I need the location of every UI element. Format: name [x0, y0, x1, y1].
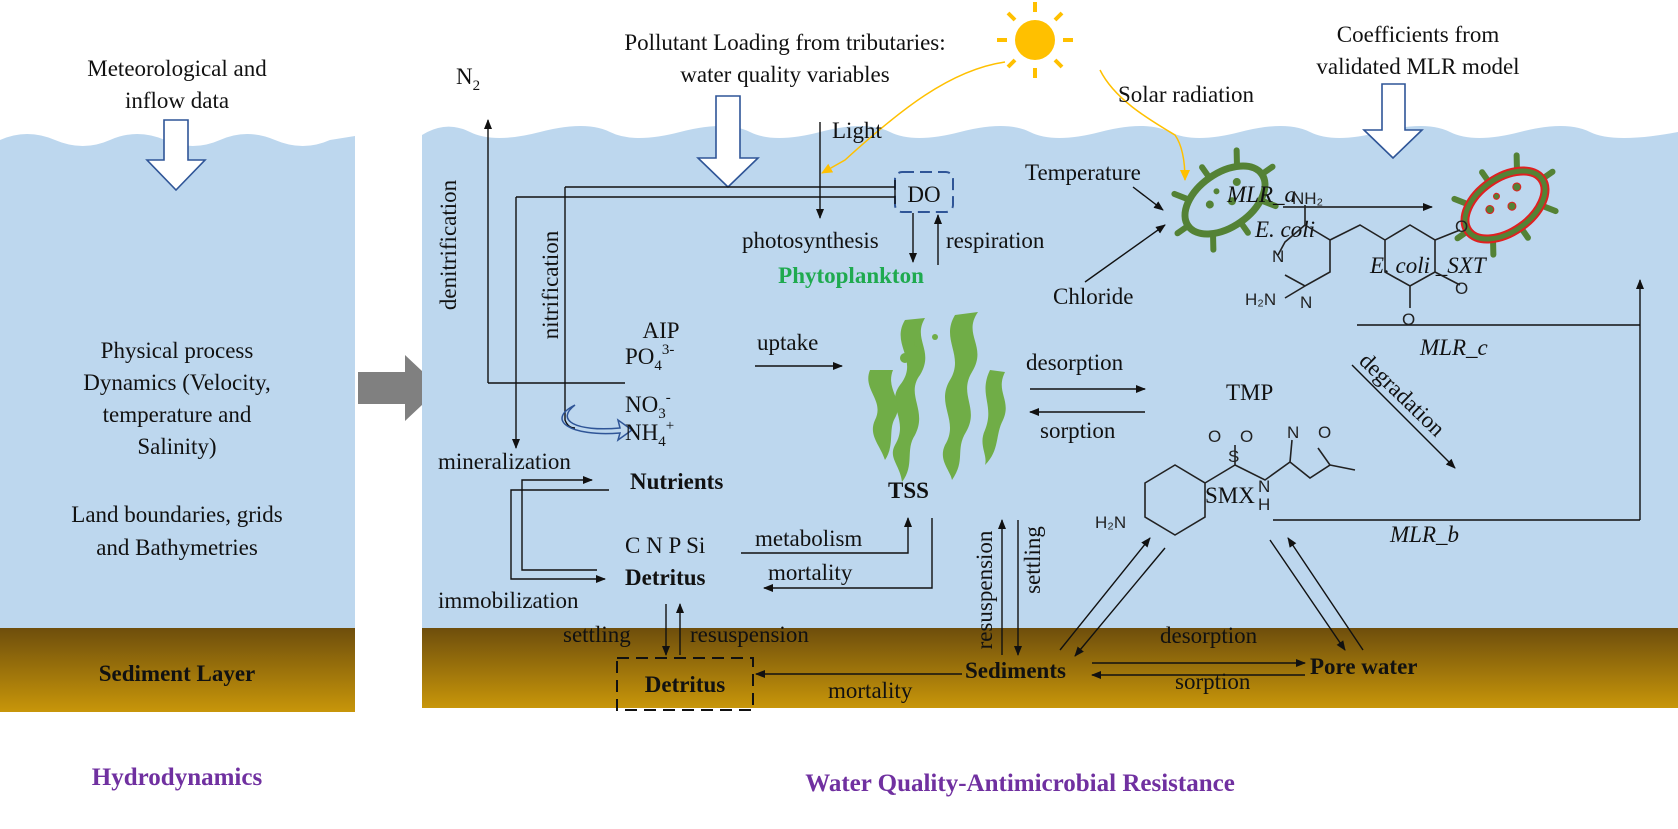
input-arrow-icon [145, 119, 207, 192]
settling-label: settling [563, 622, 631, 647]
sediment-layer [0, 628, 355, 712]
sediment-detritus-box [616, 657, 754, 711]
tmp-label: TMP [1226, 380, 1273, 405]
denitrification-label: denitrification [436, 179, 461, 310]
water-quality-panel: Pollutant Loading from tributaries: wate… [422, 2, 1678, 797]
svg-text:O: O [1455, 279, 1468, 298]
svg-text:O: O [1208, 427, 1221, 446]
nitrification-cycle-icon [561, 404, 634, 442]
svg-text:H₂N: H₂N [1095, 513, 1126, 532]
metabolism-label: metabolism [755, 526, 862, 551]
sediment-label: Sediment Layer [99, 661, 256, 686]
smx-label: SMX [1205, 483, 1255, 508]
coef-label: Coefficients from [1337, 22, 1500, 47]
immobilization-label: immobilization [438, 588, 579, 613]
mlr-a-label: MLR_a [1226, 182, 1296, 207]
coef-arrow-icon [1362, 83, 1424, 160]
loading-arrow-icon [696, 95, 760, 189]
mlr-b-label: MLR_b [1389, 522, 1459, 547]
coef-label: validated MLR model [1316, 54, 1519, 79]
tss-settling-label: settling [1020, 526, 1045, 594]
respiration-label: respiration [946, 228, 1045, 253]
hydrodynamics-title: Hydrodynamics [92, 764, 263, 791]
sediment-detritus-label: Detritus [645, 672, 726, 697]
loading-label: Pollutant Loading from tributaries: [624, 30, 945, 55]
sediment-mortality-label: mortality [828, 678, 913, 703]
svg-text:S: S [1228, 447, 1239, 466]
water-quality-title: Water Quality-Antimicrobial Resistance [805, 770, 1235, 797]
light-label: Light [832, 118, 882, 143]
phytoplankton-label: Phytoplankton [778, 263, 924, 288]
svg-text:O: O [1455, 217, 1468, 236]
mlr-c-label: MLR_c [1419, 335, 1488, 360]
svg-text:O: O [1240, 427, 1253, 446]
mortality-label: mortality [768, 560, 853, 585]
input-label: inflow data [125, 88, 229, 113]
sediment-layer [422, 628, 1678, 708]
process-label: Physical process [101, 338, 254, 363]
svg-text:N: N [1258, 477, 1270, 496]
svg-text:H₂N: H₂N [1245, 290, 1276, 309]
ecoli-label: E. coli [1254, 217, 1315, 242]
uptake-label: uptake [757, 330, 818, 355]
sed-desorption-label: desorption [1160, 623, 1258, 648]
aip-label: AIP [642, 318, 679, 343]
ecoli-sxt-label: E. coli _SXT [1369, 253, 1488, 278]
svg-text:N: N [1272, 247, 1284, 266]
desorption-label: desorption [1026, 350, 1124, 375]
svg-text:N: N [1300, 293, 1312, 312]
grid-label: Land boundaries, grids [71, 502, 282, 527]
chloride-label: Chloride [1053, 284, 1134, 309]
sun-icon [997, 2, 1073, 78]
sediments-label: Sediments [965, 658, 1066, 683]
process-label: Dynamics (Velocity, [83, 370, 271, 395]
input-label: Meteorological and [87, 56, 267, 81]
tss-label: TSS [888, 478, 929, 503]
process-label: temperature and [103, 402, 252, 427]
water-body [0, 134, 355, 628]
algae-icon [868, 312, 1006, 482]
svg-text:N: N [1287, 423, 1299, 442]
nh4-label: NH4+ [625, 418, 674, 450]
detritus-label: Detritus [625, 565, 706, 590]
water-body [422, 126, 1678, 628]
tmp-molecule-icon: NH₂ N N H₂N O O O [1245, 189, 1468, 329]
svg-text:H: H [1258, 495, 1270, 514]
grid-label: and Bathymetries [96, 535, 258, 560]
ecoli-icon [1171, 147, 1279, 253]
coupling-arrow-icon [358, 355, 440, 421]
do-label: DO [907, 182, 940, 207]
po4-label: PO43- [625, 342, 674, 374]
nutrients-label: Nutrients [630, 469, 723, 494]
do-box [894, 171, 954, 213]
process-label: Salinity) [137, 434, 216, 459]
sed-sorption-label: sorption [1175, 669, 1251, 694]
no3-label: NO3- [625, 390, 671, 422]
ecoli-sxt-icon [1451, 152, 1559, 258]
sorption-label: sorption [1040, 418, 1116, 443]
hydrodynamics-panel: Meteorological and inflow data Physical … [0, 56, 355, 791]
photosynthesis-label: photosynthesis [742, 228, 879, 253]
svg-text:NH₂: NH₂ [1292, 189, 1323, 208]
pore-water-label: Pore water [1310, 654, 1418, 679]
nitrification-label: nitrification [538, 230, 563, 339]
loading-label: water quality variables [680, 62, 890, 87]
tss-resuspension-label: resuspension [972, 530, 997, 649]
n2-label: N2 [456, 64, 480, 94]
svg-text:O: O [1402, 310, 1415, 329]
cnpsi-label: C N P Si [625, 533, 705, 558]
solar-to-ecoli-arrow [1099, 69, 1190, 181]
smx-molecule-icon: S O O N H N O H₂N [1095, 423, 1356, 536]
solar-to-light-arrow [821, 61, 1006, 174]
resuspension-label: resuspension [690, 622, 809, 647]
solar-radiation-label: Solar radiation [1118, 82, 1255, 107]
temperature-label: Temperature [1025, 160, 1141, 185]
mineralization-label: mineralization [438, 449, 571, 474]
svg-text:O: O [1318, 423, 1331, 442]
